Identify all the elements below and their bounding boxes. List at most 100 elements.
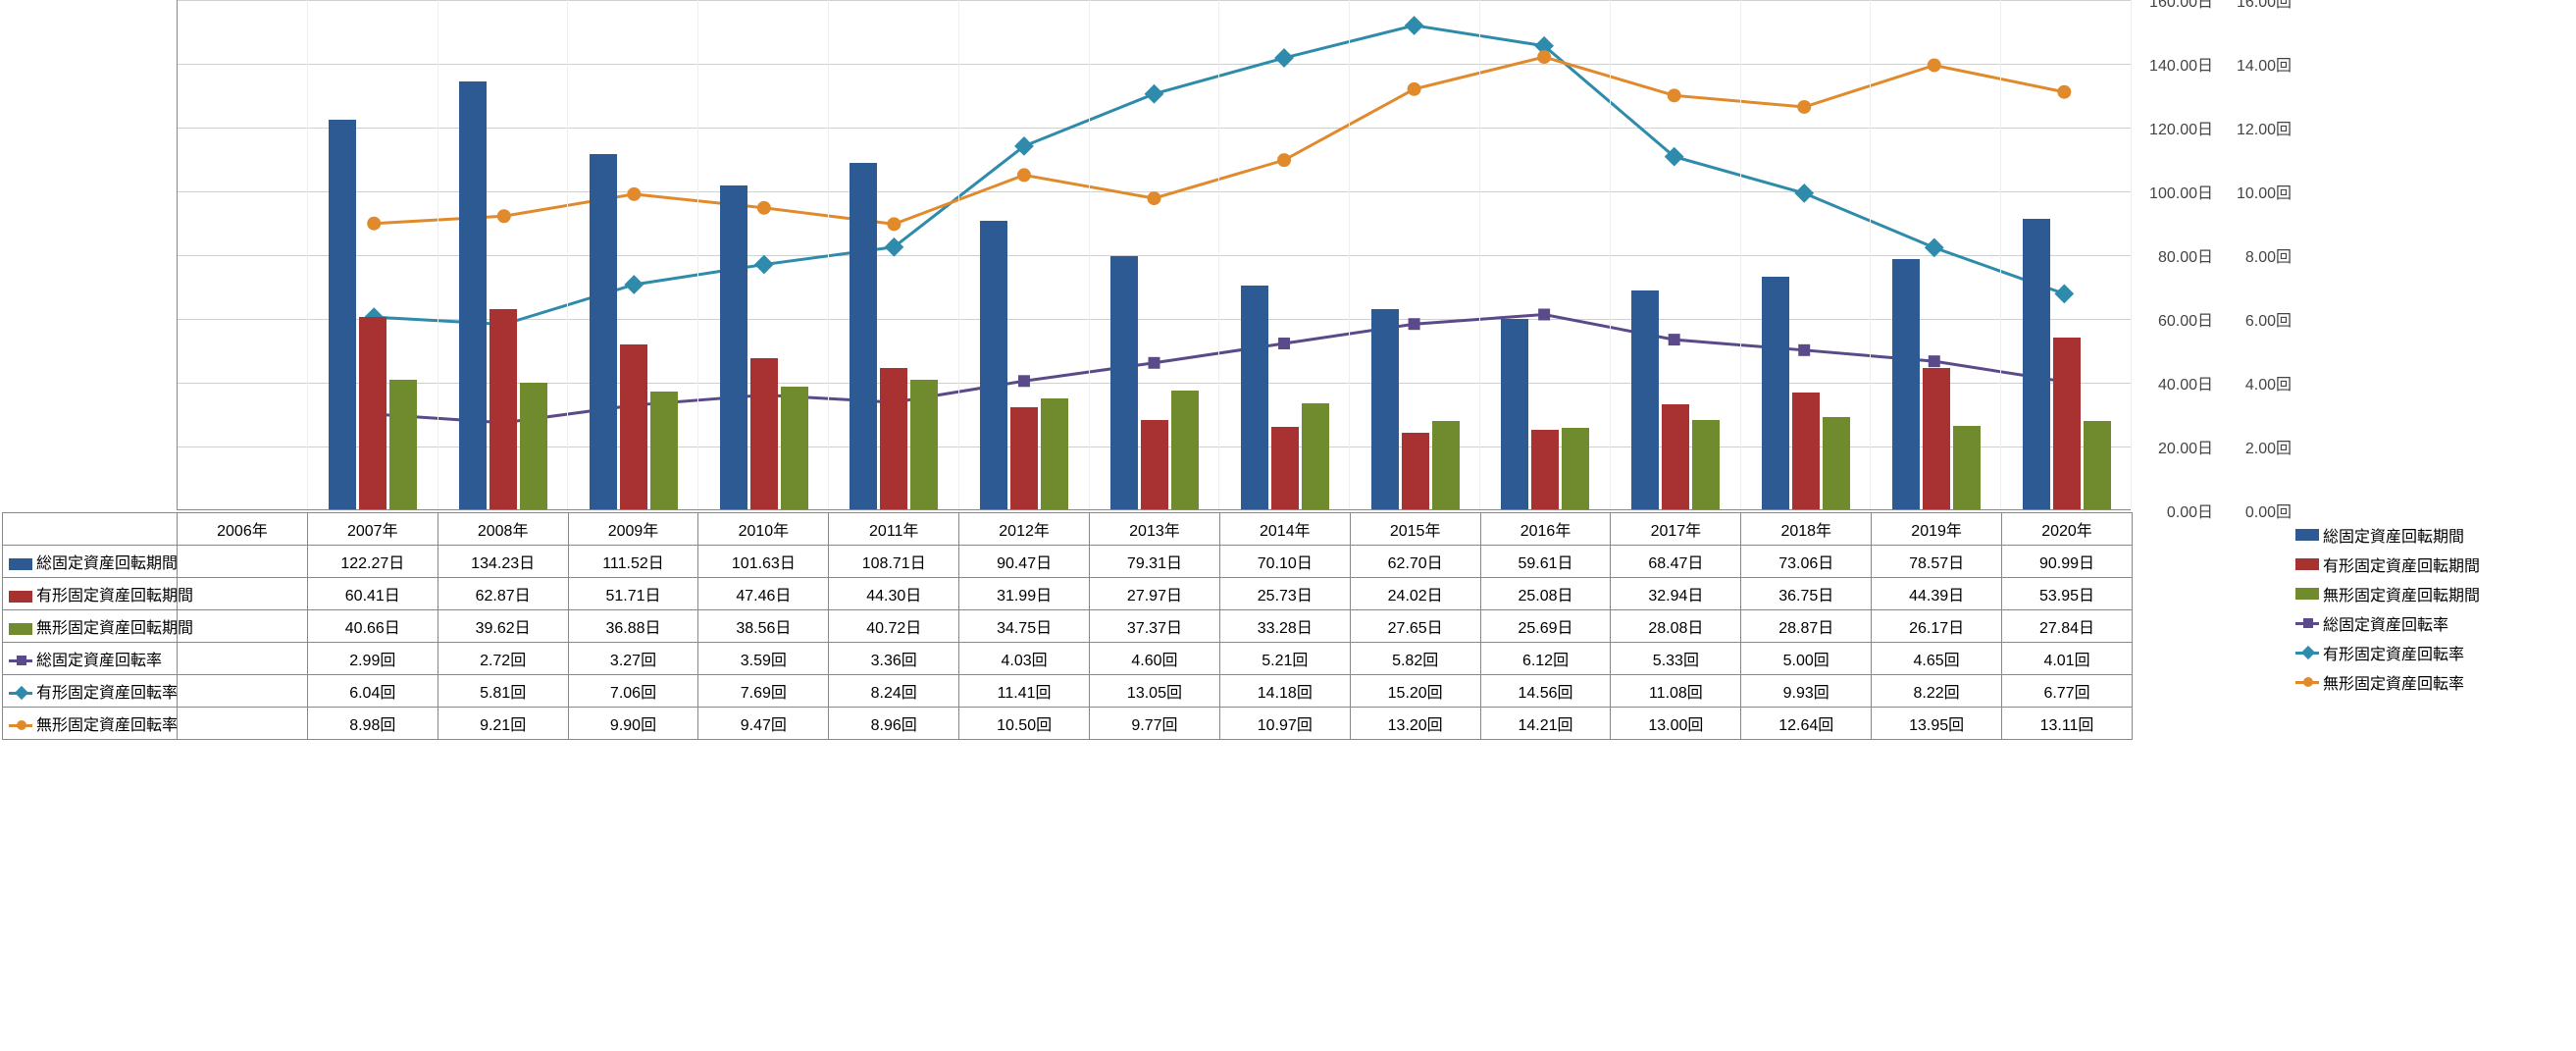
year-header: 2020年 [2002, 513, 2133, 546]
y1-tick: 140.00日 [2149, 52, 2213, 76]
year-slot [1480, 0, 1611, 509]
data-cell: 28.87日 [1741, 610, 1872, 643]
series-label-text: 有形固定資産回転率 [36, 685, 178, 702]
data-cell: 6.12回 [1480, 643, 1611, 675]
data-cell: 13.00回 [1611, 708, 1741, 740]
legend-swatch [2295, 558, 2319, 570]
data-cell: 60.41日 [307, 578, 438, 610]
legend-text: 無形固定資産回転率 [2323, 670, 2464, 694]
legend-marker-icon [2303, 618, 2313, 628]
data-cell: 8.96回 [829, 708, 959, 740]
data-cell: 90.47日 [959, 546, 1090, 578]
data-cell [178, 643, 308, 675]
legend-row: 無形固定資産回転率 [2295, 667, 2570, 697]
data-cell: 59.61日 [1480, 546, 1611, 578]
data-cell: 9.77回 [1090, 708, 1220, 740]
year-slot [1219, 0, 1350, 509]
data-cell: 9.21回 [438, 708, 568, 740]
bar-s2 [1531, 430, 1559, 510]
data-cell: 68.47日 [1611, 546, 1741, 578]
data-cell: 11.41回 [959, 675, 1090, 708]
data-cell: 4.01回 [2002, 643, 2133, 675]
data-cell: 14.56回 [1480, 675, 1611, 708]
bar-s2 [1010, 407, 1038, 509]
bar-s1 [850, 163, 877, 509]
data-cell: 3.59回 [698, 643, 829, 675]
year-slot [438, 0, 569, 509]
data-cell [178, 610, 308, 643]
bar-s2 [1923, 368, 1950, 509]
year-header: 2010年 [698, 513, 829, 546]
legend-row: 無形固定資産回転期間 [2295, 579, 2570, 608]
bar-s3 [650, 392, 678, 509]
data-cell: 6.04回 [307, 675, 438, 708]
legend-text: 総固定資産回転期間 [2323, 523, 2464, 547]
legend-text: 総固定資産回転率 [2323, 611, 2448, 635]
bar-s1 [1371, 309, 1399, 509]
legend-swatch [2295, 652, 2319, 655]
y1-tick: 120.00日 [2149, 116, 2213, 139]
series-label-cell: 有形固定資産回転率 [3, 675, 178, 708]
year-header: 2007年 [307, 513, 438, 546]
data-cell: 27.65日 [1350, 610, 1480, 643]
year-header: 2006年 [178, 513, 308, 546]
data-cell: 44.39日 [1872, 578, 2002, 610]
year-header: 2017年 [1611, 513, 1741, 546]
data-cell: 62.87日 [438, 578, 568, 610]
data-cell: 25.69日 [1480, 610, 1611, 643]
data-cell: 32.94日 [1611, 578, 1741, 610]
plot-area [177, 0, 2131, 510]
data-cell: 13.20回 [1350, 708, 1480, 740]
data-cell [178, 578, 308, 610]
legend-row: 総固定資産回転率 [2295, 608, 2570, 638]
table-corner [3, 513, 178, 546]
data-cell: 33.28日 [1219, 610, 1350, 643]
data-cell: 5.00回 [1741, 643, 1872, 675]
data-cell: 12.64回 [1741, 708, 1872, 740]
y2-axis: 0.00回2.00回4.00回6.00回8.00回10.00回12.00回14.… [2217, 0, 2295, 510]
data-table: 2006年2007年2008年2009年2010年2011年2012年2013年… [2, 512, 2133, 740]
data-cell: 2.72回 [438, 643, 568, 675]
data-cell: 5.33回 [1611, 643, 1741, 675]
legend-text: 有形固定資産回転率 [2323, 641, 2464, 664]
year-slot [178, 0, 308, 509]
legend-marker-icon [17, 720, 26, 730]
data-cell: 62.70日 [1350, 546, 1480, 578]
data-cell: 7.69回 [698, 675, 829, 708]
y1-tick: 0.00日 [2167, 499, 2213, 522]
data-cell: 5.82回 [1350, 643, 1480, 675]
data-cell [178, 546, 308, 578]
bar-s3 [1041, 398, 1068, 509]
data-cell: 11.08回 [1611, 675, 1741, 708]
bar-s3 [1823, 417, 1850, 509]
legend-line-swatch [9, 659, 32, 662]
legend-text: 有形固定資産回転期間 [2323, 552, 2480, 576]
y2-tick: 2.00回 [2245, 435, 2292, 458]
data-cell: 6.77回 [2002, 675, 2133, 708]
series-label-text: 総固定資産回転率 [36, 653, 162, 669]
legend-row: 有形固定資産回転期間 [2295, 550, 2570, 579]
data-cell: 10.50回 [959, 708, 1090, 740]
bar-s3 [910, 380, 938, 509]
bar-s2 [1662, 404, 1689, 509]
bar-s2 [750, 358, 778, 509]
y1-tick: 60.00日 [2158, 307, 2213, 331]
year-header: 2015年 [1350, 513, 1480, 546]
data-cell: 40.66日 [307, 610, 438, 643]
bar-s3 [1692, 420, 1720, 509]
year-slot [829, 0, 959, 509]
year-slot [959, 0, 1090, 509]
bar-s3 [520, 383, 547, 509]
legend-row: 有形固定資産回転率 [2295, 638, 2570, 667]
series-label-cell: 総固定資産回転率 [3, 643, 178, 675]
data-cell: 53.95日 [2002, 578, 2133, 610]
y2-tick: 12.00回 [2237, 116, 2292, 139]
y1-tick: 40.00日 [2158, 371, 2213, 394]
data-cell: 10.97回 [1219, 708, 1350, 740]
year-header: 2012年 [959, 513, 1090, 546]
data-cell: 25.73日 [1219, 578, 1350, 610]
data-cell: 4.03回 [959, 643, 1090, 675]
data-cell: 37.37日 [1090, 610, 1220, 643]
bar-s1 [1110, 256, 1138, 509]
bar-s3 [1432, 421, 1460, 509]
